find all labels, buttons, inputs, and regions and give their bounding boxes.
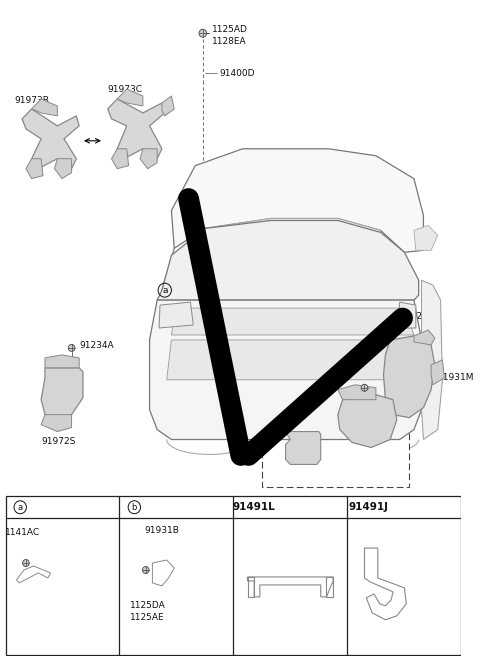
Text: 91931M: 91931M [438, 373, 474, 382]
Polygon shape [338, 395, 397, 447]
Text: {ULSAN PLANT 2}: {ULSAN PLANT 2} [264, 403, 343, 412]
Polygon shape [204, 219, 381, 280]
Polygon shape [421, 280, 443, 440]
Text: 91973C: 91973C [108, 85, 143, 93]
Polygon shape [45, 355, 79, 368]
Circle shape [199, 30, 206, 37]
Polygon shape [157, 221, 419, 300]
Polygon shape [414, 330, 435, 345]
Polygon shape [108, 99, 165, 159]
Text: 91973M: 91973M [348, 445, 384, 454]
Text: 91973B: 91973B [14, 97, 49, 106]
Bar [6, 496, 460, 654]
Polygon shape [162, 96, 174, 116]
Polygon shape [26, 159, 43, 179]
Polygon shape [338, 385, 376, 399]
Text: b: b [238, 447, 244, 456]
Text: a: a [162, 286, 168, 294]
Polygon shape [22, 109, 79, 169]
Text: 1125AE: 1125AE [131, 613, 165, 622]
Polygon shape [398, 302, 416, 328]
Polygon shape [41, 415, 72, 432]
Text: a: a [18, 503, 23, 512]
Text: b: b [132, 503, 137, 512]
Text: 1327AC: 1327AC [336, 380, 371, 389]
Circle shape [68, 344, 75, 351]
Text: 91972S: 91972S [41, 437, 75, 446]
Text: 91234A: 91234A [79, 342, 114, 350]
Text: 1128EA: 1128EA [212, 37, 247, 46]
Polygon shape [414, 225, 438, 250]
Polygon shape [167, 340, 419, 380]
Polygon shape [384, 336, 435, 418]
Text: 1141AC: 1141AC [4, 528, 40, 537]
Polygon shape [431, 360, 444, 385]
Bar [257, 382, 333, 410]
Polygon shape [32, 99, 57, 116]
Polygon shape [286, 432, 321, 464]
Circle shape [143, 566, 149, 574]
Polygon shape [171, 308, 414, 335]
Circle shape [361, 384, 368, 391]
Polygon shape [150, 300, 421, 440]
Text: 91491L: 91491L [233, 502, 276, 512]
Text: 1128EA: 1128EA [407, 311, 441, 321]
Circle shape [23, 560, 29, 566]
Text: 91400D: 91400D [219, 68, 254, 78]
Bar [262, 399, 409, 487]
Text: 1125AD: 1125AD [212, 25, 248, 34]
Polygon shape [140, 148, 157, 169]
Text: 91491J: 91491J [348, 502, 388, 512]
Text: 91931B: 91931B [144, 526, 180, 535]
Text: 1125DA: 1125DA [130, 601, 166, 610]
Polygon shape [117, 89, 143, 106]
Polygon shape [111, 148, 129, 169]
Circle shape [397, 317, 404, 323]
Polygon shape [171, 148, 423, 252]
Polygon shape [54, 159, 72, 179]
Text: 91931F: 91931F [302, 417, 336, 426]
Polygon shape [41, 368, 83, 420]
Polygon shape [159, 302, 193, 328]
